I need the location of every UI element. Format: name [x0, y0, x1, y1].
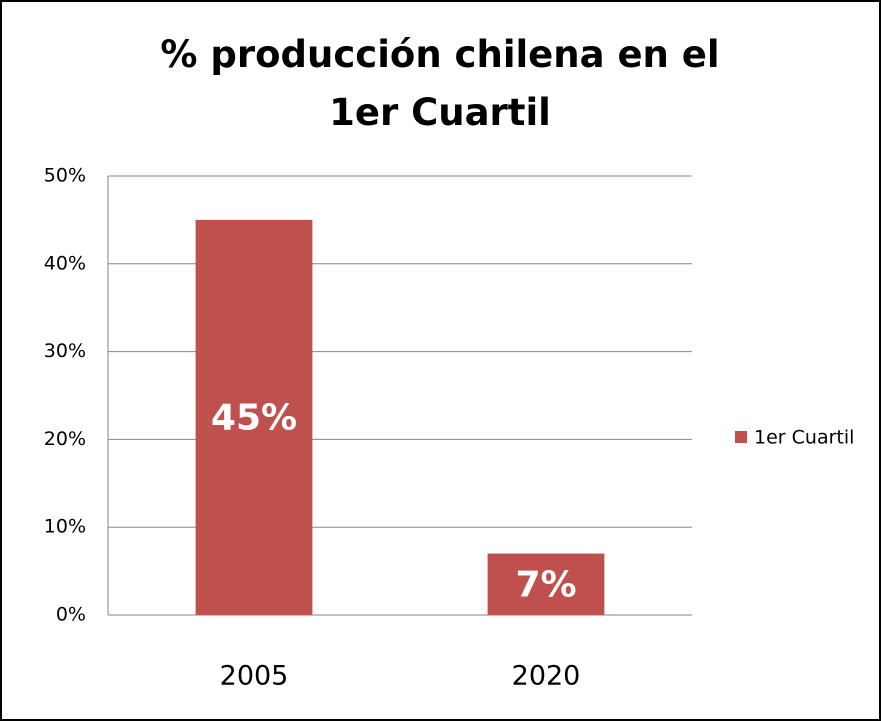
y-tick-label: 50%	[44, 165, 86, 187]
bar	[487, 553, 605, 615]
chart-title: % producción chilena en el 1er Cuartil	[160, 33, 720, 134]
legend-swatch	[735, 431, 747, 443]
y-tick-label: 40%	[44, 252, 86, 274]
y-tick-label: 0%	[56, 604, 86, 626]
y-tick-label: 30%	[44, 340, 86, 362]
data-label: 45%	[211, 397, 297, 438]
legend-label: 1er Cuartil	[754, 427, 854, 449]
x-tick-label: 2005	[220, 661, 289, 692]
bar	[195, 219, 313, 615]
x-tick-label: 2020	[512, 661, 581, 692]
y-tick-label: 10%	[44, 516, 86, 538]
y-tick-label: 20%	[44, 428, 86, 450]
data-label: 7%	[515, 564, 576, 605]
